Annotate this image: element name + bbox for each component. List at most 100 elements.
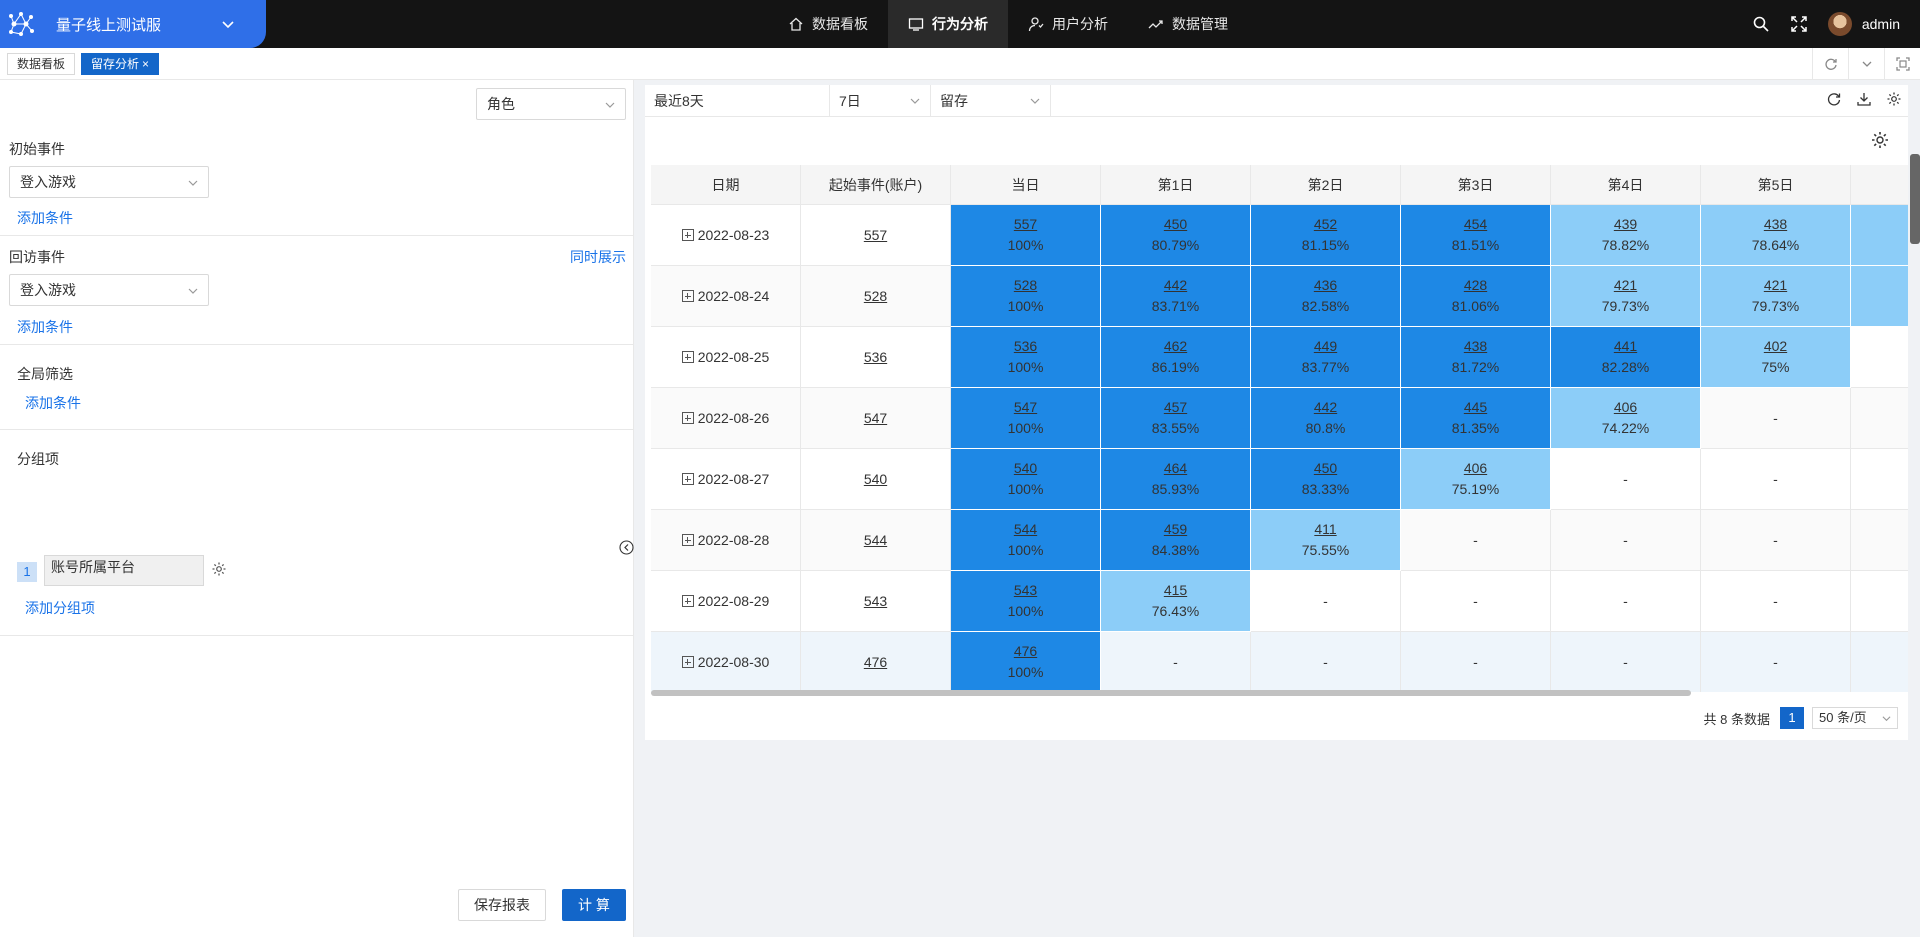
retention-count[interactable]: 459 (1163, 521, 1188, 537)
nav-data-management[interactable]: 数据管理 (1128, 0, 1248, 48)
tab-retention-analysis[interactable]: 留存分析 × (81, 53, 160, 75)
start-count-cell: 528 (801, 266, 951, 327)
retention-count[interactable]: 438 (1463, 338, 1488, 354)
nav-user-analysis[interactable]: 用户分析 (1008, 0, 1128, 48)
retention-rate: 100% (1007, 481, 1044, 497)
retention-count[interactable]: 402 (1763, 338, 1788, 354)
retention-count[interactable]: 457 (1163, 399, 1188, 415)
period-select[interactable]: 7日 (830, 85, 931, 117)
retention-cell: 462 86.19% (1101, 327, 1251, 388)
nav-dashboard[interactable]: 数据看板 (768, 0, 888, 48)
chevron-down-icon (910, 98, 920, 104)
retention-count[interactable]: 406 (1463, 460, 1488, 476)
vertical-scrollbar[interactable] (1910, 154, 1920, 244)
nav-behavior-analysis[interactable]: 行为分析 (888, 0, 1008, 48)
start-count-link[interactable]: 547 (863, 409, 888, 426)
retention-count[interactable]: 428 (1463, 277, 1488, 293)
table-settings-icon[interactable] (1870, 130, 1890, 150)
calculate-button[interactable]: 计 算 (562, 889, 626, 921)
retention-rate: 76.43% (1151, 603, 1200, 619)
retention-count[interactable]: 439 (1613, 216, 1638, 232)
retention-count[interactable]: 544 (1013, 521, 1038, 537)
retention-count[interactable]: 438 (1763, 216, 1788, 232)
search-icon[interactable] (1752, 15, 1770, 33)
retention-count[interactable]: 441 (1613, 338, 1638, 354)
retention-count: - (1473, 653, 1478, 670)
retention-count[interactable]: 450 (1163, 216, 1188, 232)
retention-count: - (1623, 653, 1628, 670)
retention-count[interactable]: 442 (1163, 277, 1188, 293)
horizontal-scrollbar[interactable] (651, 690, 1691, 696)
retention-count[interactable]: 421 (1613, 277, 1638, 293)
group-index-badge: 1 (17, 562, 37, 582)
retention-count[interactable]: 436 (1313, 277, 1338, 293)
retention-count[interactable]: 445 (1463, 399, 1488, 415)
retention-count[interactable]: 452 (1313, 216, 1338, 232)
start-count-link[interactable]: 476 (863, 653, 888, 670)
show-together-link[interactable]: 同时展示 (570, 249, 626, 265)
role-select[interactable]: 角色 (476, 88, 626, 120)
retention-cell: 528 100% (951, 266, 1101, 327)
group-value-field[interactable]: 账号所属平台 (44, 555, 204, 586)
expand-row-icon[interactable] (681, 351, 694, 363)
add-group-link[interactable]: 添加分组项 (25, 600, 95, 616)
retention-count[interactable]: 421 (1763, 277, 1788, 293)
collapse-panel-icon[interactable] (619, 540, 634, 555)
date-range-picker[interactable]: 最近8天 (645, 85, 830, 117)
expand-row-icon[interactable] (681, 290, 694, 302)
retention-count[interactable]: 411 (1314, 521, 1337, 537)
close-icon[interactable]: × (142, 57, 150, 71)
start-count-link[interactable]: 557 (863, 226, 888, 243)
refresh-tab-button[interactable] (1812, 48, 1848, 80)
expand-row-icon[interactable] (681, 412, 694, 424)
retention-count[interactable]: 442 (1313, 399, 1338, 415)
overflow-cell (1851, 266, 1908, 327)
start-count-link[interactable]: 540 (863, 470, 888, 487)
retention-count[interactable]: 547 (1013, 399, 1038, 415)
refresh-icon[interactable] (1826, 91, 1842, 107)
retention-cell: 421 79.73% (1701, 266, 1851, 327)
start-count-link[interactable]: 536 (863, 348, 888, 365)
retention-count[interactable]: 528 (1013, 277, 1038, 293)
retention-count[interactable]: 543 (1013, 582, 1038, 598)
retention-count[interactable]: 476 (1013, 643, 1038, 659)
save-report-button[interactable]: 保存报表 (458, 889, 546, 921)
retention-count[interactable]: 449 (1313, 338, 1338, 354)
gear-icon[interactable] (211, 561, 227, 577)
retention-rate: 80.79% (1151, 237, 1200, 253)
start-count-link[interactable]: 528 (863, 287, 888, 304)
expand-row-icon[interactable] (681, 473, 694, 485)
retention-count[interactable]: 415 (1163, 582, 1188, 598)
tab-dashboard[interactable]: 数据看板 (7, 53, 76, 75)
add-global-condition-link[interactable]: 添加条件 (25, 395, 81, 411)
retention-count[interactable]: 557 (1013, 216, 1038, 232)
retention-count[interactable]: 454 (1463, 216, 1488, 232)
retention-count[interactable]: 406 (1613, 399, 1638, 415)
retention-count[interactable]: 540 (1013, 460, 1038, 476)
retention-count[interactable]: 450 (1313, 460, 1338, 476)
avatar[interactable] (1827, 12, 1852, 36)
return-event-select[interactable]: 登入游戏 (9, 274, 209, 306)
download-icon[interactable] (1856, 91, 1872, 107)
page-size-select[interactable]: 50 条/页 (1812, 707, 1898, 729)
maximize-tab-button[interactable] (1884, 48, 1920, 80)
page-number-button[interactable]: 1 (1780, 707, 1804, 729)
expand-row-icon[interactable] (681, 229, 694, 241)
fullscreen-icon[interactable] (1790, 15, 1808, 33)
start-count-link[interactable]: 543 (863, 592, 888, 609)
start-count-link[interactable]: 544 (863, 531, 888, 548)
gear-icon[interactable] (1886, 91, 1902, 107)
retention-type-select[interactable]: 留存 (931, 85, 1051, 117)
add-return-condition-link[interactable]: 添加条件 (17, 319, 73, 335)
add-initial-condition-link[interactable]: 添加条件 (17, 210, 73, 226)
user-name[interactable]: admin (1861, 16, 1900, 32)
expand-row-icon[interactable] (681, 595, 694, 607)
initial-event-select[interactable]: 登入游戏 (9, 166, 209, 198)
retention-count[interactable]: 462 (1163, 338, 1188, 354)
retention-count[interactable]: 536 (1013, 338, 1038, 354)
project-switcher[interactable]: 量子线上测试服 (0, 0, 266, 48)
expand-row-icon[interactable] (681, 534, 694, 546)
expand-row-icon[interactable] (681, 656, 694, 668)
retention-count[interactable]: 464 (1163, 460, 1188, 476)
tab-menu-button[interactable] (1848, 48, 1884, 80)
